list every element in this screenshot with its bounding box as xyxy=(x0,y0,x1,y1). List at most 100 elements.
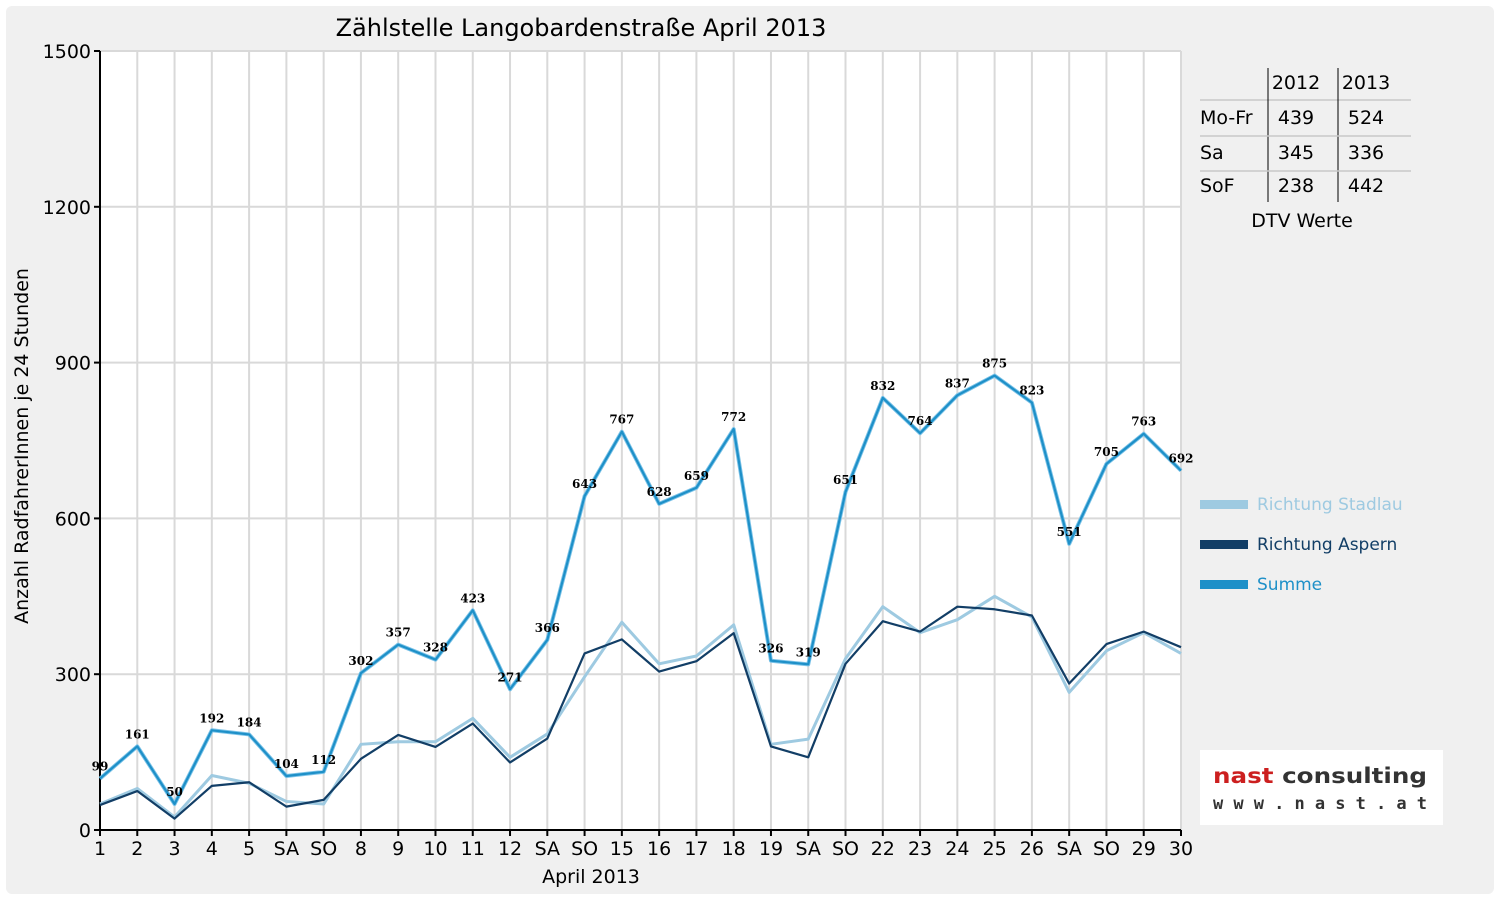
x-tick-label: SO xyxy=(310,838,337,860)
data-label: 112 xyxy=(311,753,336,767)
legend-entry: Summe xyxy=(1257,575,1322,595)
data-label: 184 xyxy=(237,715,262,729)
data-label: 763 xyxy=(1131,415,1156,429)
legend-swatch xyxy=(1200,500,1248,509)
x-tick-label: 29 xyxy=(1132,838,1156,860)
x-tick-label: SO xyxy=(832,838,859,860)
dtv-caption: DTV Werte xyxy=(1251,210,1353,232)
x-tick-label: SA xyxy=(535,838,560,860)
data-label: 705 xyxy=(1094,445,1119,459)
logo-word-1: nast xyxy=(1213,764,1282,788)
data-label: 271 xyxy=(498,670,523,684)
x-tick-label: 16 xyxy=(647,838,671,860)
dtv-cell: 345 xyxy=(1278,142,1314,164)
x-tick-label: SA xyxy=(1056,838,1081,860)
x-tick-label: 19 xyxy=(759,838,783,860)
x-tick-label: 9 xyxy=(392,838,404,860)
chart-frame: Zählstelle Langobardenstraße April 2013 … xyxy=(6,6,1494,894)
dtv-column-header: 2013 xyxy=(1342,72,1390,94)
y-tick-label: 1200 xyxy=(43,197,91,219)
data-label: 50 xyxy=(166,785,183,799)
series-lines xyxy=(98,373,1183,820)
x-tick-label: 11 xyxy=(461,838,485,860)
data-label: 875 xyxy=(982,357,1007,371)
data-label: 328 xyxy=(423,641,448,655)
series-line-richtung-aspern xyxy=(99,605,1182,820)
data-label: 319 xyxy=(796,645,821,659)
data-label: 651 xyxy=(833,473,858,487)
x-tick-label: 26 xyxy=(1020,838,1044,860)
dtv-row-label: Sa xyxy=(1200,142,1224,164)
data-label: 161 xyxy=(125,727,150,741)
legend-entry: Richtung Stadlau xyxy=(1257,495,1403,515)
x-tick-label: 17 xyxy=(684,838,708,860)
y-tick-label: 600 xyxy=(55,508,91,530)
dtv-row-label: Mo-Fr xyxy=(1200,107,1253,129)
legend-swatch xyxy=(1200,540,1248,549)
data-label: 192 xyxy=(199,711,224,725)
dtv-cell: 442 xyxy=(1348,175,1384,197)
data-label: 823 xyxy=(1019,384,1044,398)
grid-lines xyxy=(100,50,1182,830)
chart: Zählstelle Langobardenstraße April 2013 … xyxy=(11,14,1443,888)
dtv-cell: 439 xyxy=(1278,107,1314,129)
dtv-cell: 524 xyxy=(1348,107,1384,129)
x-tick-label: 8 xyxy=(355,838,367,860)
logo: nast consulting www.nast.at xyxy=(1200,750,1443,825)
x-tick-label: 5 xyxy=(243,838,255,860)
x-tick-label: 4 xyxy=(206,838,218,860)
data-label: 692 xyxy=(1168,452,1193,466)
series-line-richtung-stadlau xyxy=(99,594,1182,819)
x-tick-label: SO xyxy=(1093,838,1120,860)
x-tick-label: SA xyxy=(796,838,821,860)
x-tick-label: 1 xyxy=(94,838,106,860)
plot-area xyxy=(100,51,1181,830)
data-label: 551 xyxy=(1057,525,1082,539)
data-label: 772 xyxy=(721,410,746,424)
x-tick-label: SA xyxy=(274,838,299,860)
chart-title: Zählstelle Langobardenstraße April 2013 xyxy=(336,14,827,42)
data-label: 659 xyxy=(684,469,709,483)
x-tick-label: 18 xyxy=(722,838,746,860)
series-line-summe xyxy=(99,374,1182,806)
dtv-column-header: 2012 xyxy=(1272,72,1320,94)
data-label: 302 xyxy=(348,654,373,668)
legend-entry: Richtung Aspern xyxy=(1257,535,1397,555)
data-label: 764 xyxy=(908,414,933,428)
x-tick-label: 24 xyxy=(945,838,969,860)
x-tick-label: 25 xyxy=(983,838,1007,860)
dtv-cell: 336 xyxy=(1348,142,1384,164)
y-tick-labels: 0 300 600 900 1200 1500 xyxy=(43,41,91,842)
x-tick-labels: 1 2 3 4 5 SA SO 8 9 10 11 12 SA SO 15 16 17 18 19 SA SO 22 23 2… xyxy=(94,838,1193,860)
x-tick-label: 22 xyxy=(871,838,895,860)
data-label: 357 xyxy=(386,626,411,640)
x-tick-label: 2 xyxy=(131,838,143,860)
y-tick-label: 900 xyxy=(55,353,91,375)
legend: Richtung Stadlau Richtung Aspern Summe xyxy=(1200,495,1403,595)
dtv-cell: 238 xyxy=(1278,175,1314,197)
data-label: 832 xyxy=(870,379,895,393)
data-label: 104 xyxy=(274,757,299,771)
y-tick-label: 0 xyxy=(79,820,91,842)
y-tick-label: 300 xyxy=(55,664,91,686)
logo-box xyxy=(1200,750,1443,825)
x-tick-label: 23 xyxy=(908,838,932,860)
x-tick-label: 10 xyxy=(423,838,447,860)
legend-swatch xyxy=(1200,580,1248,589)
x-tick-label: SO xyxy=(571,838,598,860)
axes xyxy=(94,50,1182,836)
data-label: 643 xyxy=(572,477,597,491)
data-label: 326 xyxy=(758,642,783,656)
data-label: 837 xyxy=(945,376,970,390)
data-label: 628 xyxy=(647,485,672,499)
dtv-table: 2012 2013 Mo-Fr 439 524 Sa 345 336 SoF 238 442 DTV … xyxy=(1200,68,1411,232)
data-label: 99 xyxy=(92,760,109,774)
y-axis-label: Anzahl RadfahrerInnen je 24 Stunden xyxy=(11,268,33,624)
x-axis-label: April 2013 xyxy=(542,866,640,888)
data-label: 423 xyxy=(460,591,485,605)
logo-name: nast consulting xyxy=(1213,764,1427,788)
y-tick-label: 1500 xyxy=(43,41,91,63)
x-tick-label: 3 xyxy=(169,838,181,860)
x-tick-label: 30 xyxy=(1169,838,1193,860)
x-tick-label: 12 xyxy=(498,838,522,860)
